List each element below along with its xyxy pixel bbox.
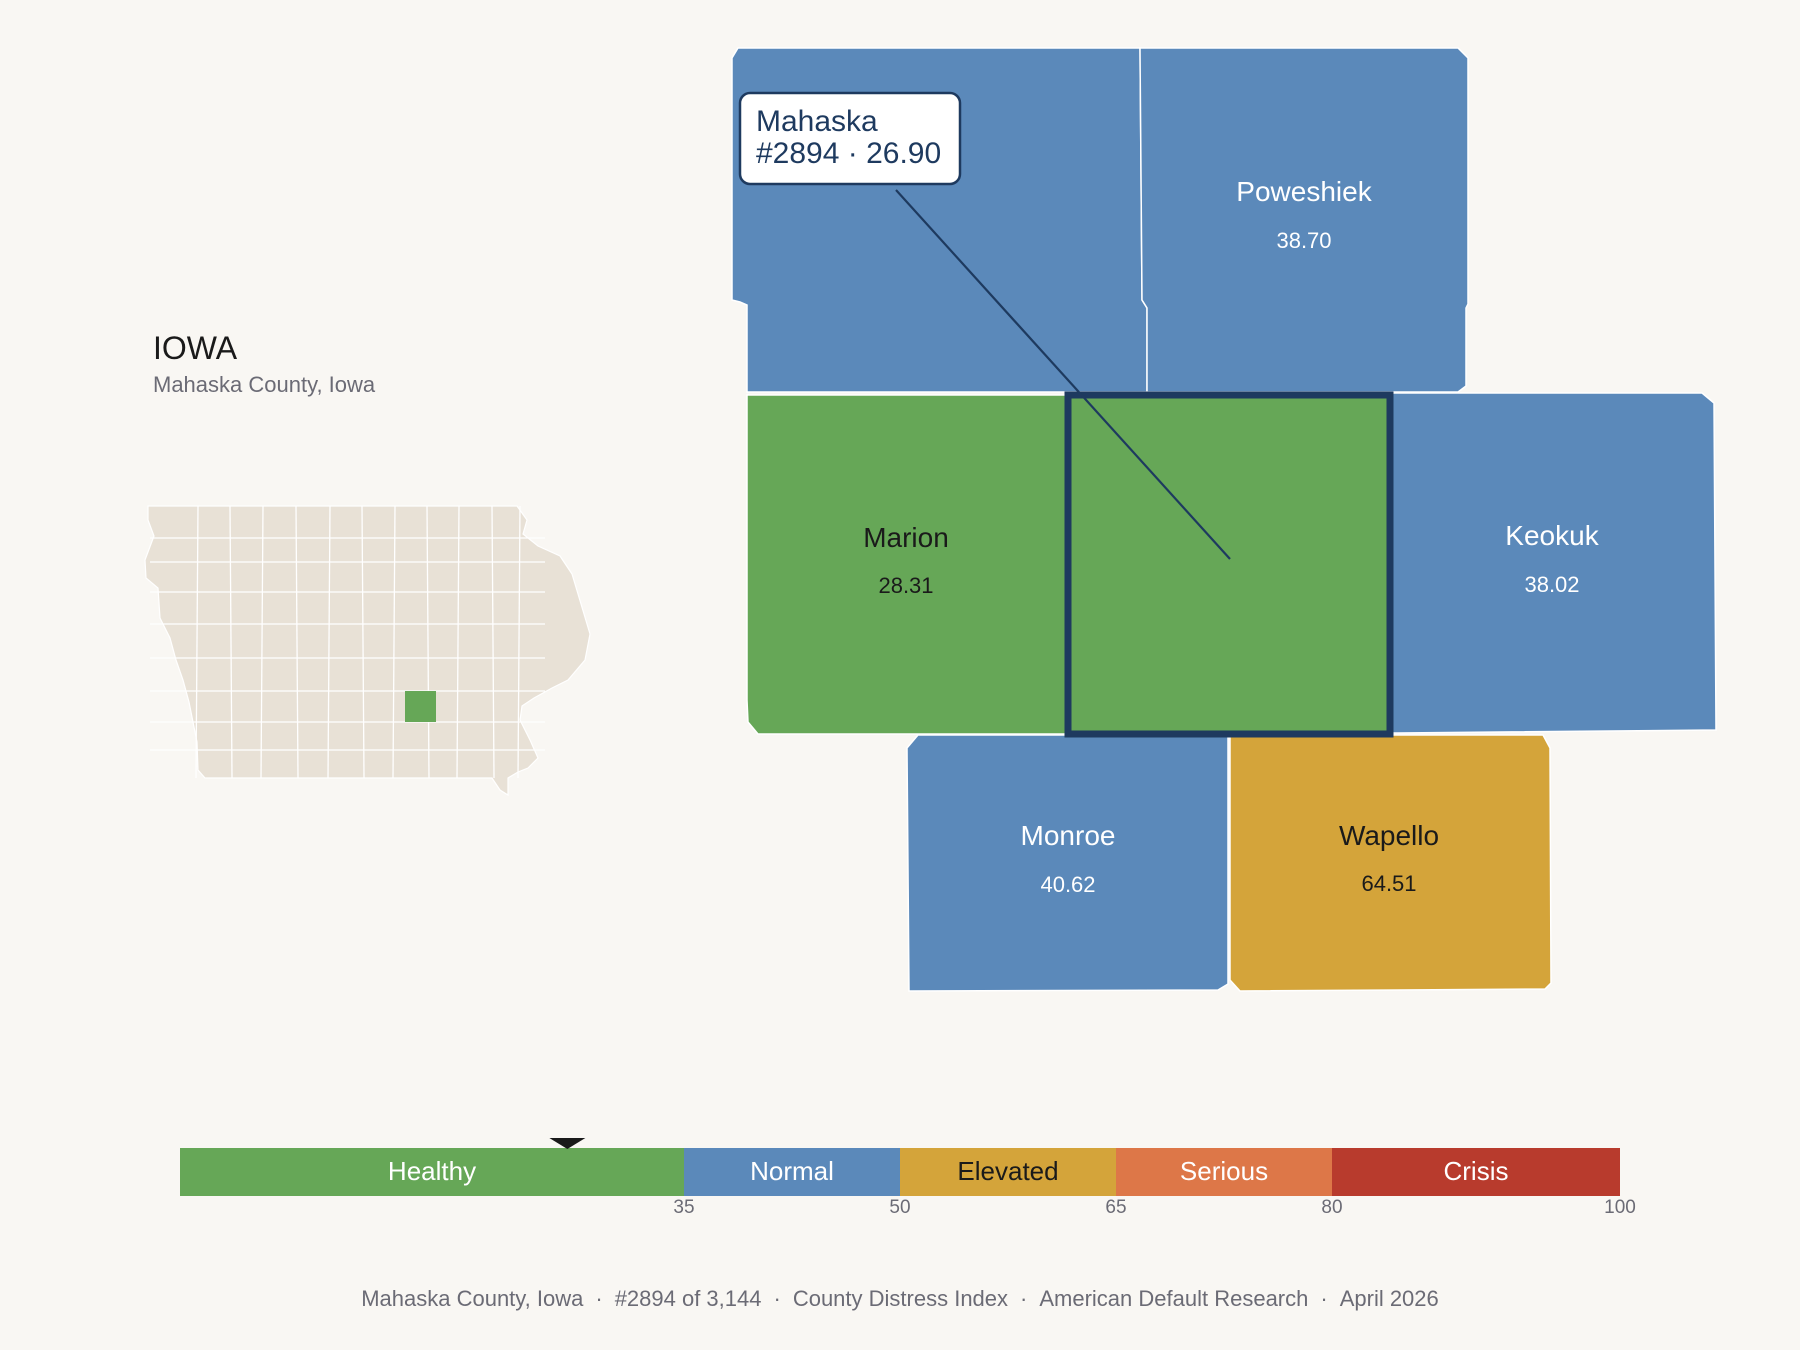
- legend-segment-serious: [1116, 1148, 1332, 1196]
- county-name-label: Marion: [863, 522, 949, 553]
- footer-date: April 2026: [1339, 1286, 1439, 1311]
- inset-county-border: [517, 505, 521, 779]
- county-value-label: 28.31: [878, 573, 933, 598]
- legend-tick-label: 50: [889, 1197, 911, 1218]
- county-wapello[interactable]: [1229, 734, 1552, 992]
- legend-tick-label: 65: [1105, 1197, 1127, 1218]
- footer-location: Mahaska County, Iowa: [361, 1286, 584, 1311]
- inset-county-border: [260, 505, 264, 779]
- footer-index-name: County Distress Index: [792, 1286, 1009, 1311]
- inset-county-border: [426, 505, 430, 779]
- legend-segment-crisis: [1332, 1148, 1620, 1196]
- legend-label-healthy: Healthy: [387, 1156, 477, 1186]
- footer-source: American Default Research: [1039, 1286, 1309, 1311]
- callout-box: [738, 91, 962, 186]
- state-title: IOWA: [153, 330, 238, 366]
- county-value-label: 64.51: [1361, 871, 1416, 896]
- legend-tick-label: 80: [1321, 1197, 1343, 1218]
- county-name-label: Poweshiek: [1236, 176, 1372, 207]
- county-poweshiek[interactable]: [1139, 47, 1469, 393]
- county-name-label: Keokuk: [1505, 520, 1599, 551]
- inset-county-border: [295, 505, 299, 779]
- county-value-label: 38.02: [1524, 572, 1579, 597]
- inset-county-border: [195, 505, 199, 779]
- county-marion[interactable]: [746, 394, 1067, 735]
- score-marker-icon: [549, 1138, 586, 1149]
- county-keokuk[interactable]: [1390, 392, 1717, 734]
- county-value-label: 40.62: [1040, 872, 1095, 897]
- county-value-label: 38.70: [1276, 228, 1331, 253]
- iowa-state-shape: [144, 505, 591, 797]
- county-mahaska-selected[interactable]: [1067, 394, 1391, 735]
- legend-label-crisis: Crisis: [1443, 1156, 1509, 1186]
- legend-segment-normal: [684, 1148, 900, 1196]
- legend-tick-label: 100: [1604, 1197, 1636, 1218]
- legend-label-serious: Serious: [1179, 1156, 1269, 1186]
- legend-label-elevated: Elevated: [957, 1156, 1059, 1186]
- inset-county-border: [491, 505, 495, 779]
- callout-leader-line: [895, 189, 1231, 560]
- county-monroe[interactable]: [906, 734, 1229, 992]
- county-name-label: Wapello: [1339, 820, 1439, 851]
- legend-tick-label: 35: [673, 1197, 695, 1218]
- county-subtitle: Mahaska County, Iowa: [153, 372, 376, 397]
- legend-segment-healthy: [180, 1148, 684, 1196]
- legend-label-normal: Normal: [750, 1156, 834, 1186]
- inset-county-border: [229, 505, 233, 779]
- callout-detail: #2894 · 26.90: [756, 137, 941, 170]
- selected-county-outline: [1064, 391, 1394, 738]
- inset-county-border: [392, 505, 396, 779]
- footer-rank: #2894 of 3,144: [614, 1286, 762, 1311]
- callout-title: Mahaska: [756, 105, 878, 138]
- county-name-label: Monroe: [1021, 820, 1116, 851]
- inset-highlight-county: [405, 691, 436, 722]
- inset-county-border: [456, 505, 460, 779]
- legend-segment-elevated: [900, 1148, 1116, 1196]
- inset-county-border: [361, 505, 365, 779]
- distress-scale-bar: [180, 1148, 1620, 1196]
- footer: Mahaska County, Iowa · #2894 of 3,144 · Coun…: [361, 1286, 1439, 1311]
- inset-county-border: [327, 505, 331, 779]
- iowa-inset-map: [144, 505, 591, 797]
